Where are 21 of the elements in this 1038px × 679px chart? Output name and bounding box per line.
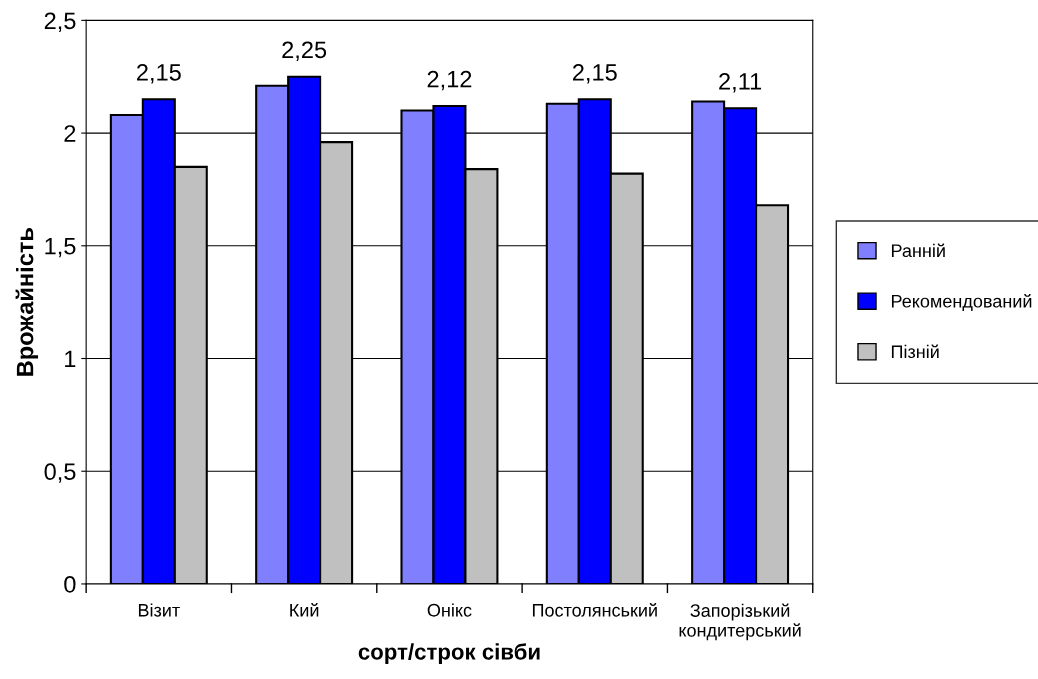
y-axis-title: Врожайність	[15, 227, 39, 376]
y-tick-label: 0,5	[44, 463, 76, 483]
y-tick-label: 0	[64, 576, 76, 593]
y-tick-label: 2	[64, 125, 76, 142]
legend-label: Пізній	[891, 344, 939, 359]
y-tick-label: 2,5	[44, 12, 76, 32]
x-axis-title: сорт/строк сівби	[358, 643, 540, 665]
x-tick-label: Візит	[138, 603, 180, 617]
x-tick-label: Постолянський	[532, 603, 657, 617]
x-tick-label: Запорізький кондитерський	[679, 603, 801, 641]
data-label: 2,11	[719, 73, 762, 93]
x-tick-label: Онікс	[427, 603, 472, 617]
data-label: 2,15	[137, 63, 181, 84]
data-label: 2,12	[427, 70, 472, 91]
x-tick-label: Кий	[290, 603, 319, 617]
legend-label: Рекомендований	[891, 294, 1032, 312]
data-label: 2,25	[282, 41, 327, 61]
y-tick-label: 1,5	[45, 238, 76, 258]
y-tick-label: 1	[65, 350, 76, 368]
legend-label: Ранній	[891, 243, 945, 258]
data-label: 2,15	[572, 63, 617, 84]
